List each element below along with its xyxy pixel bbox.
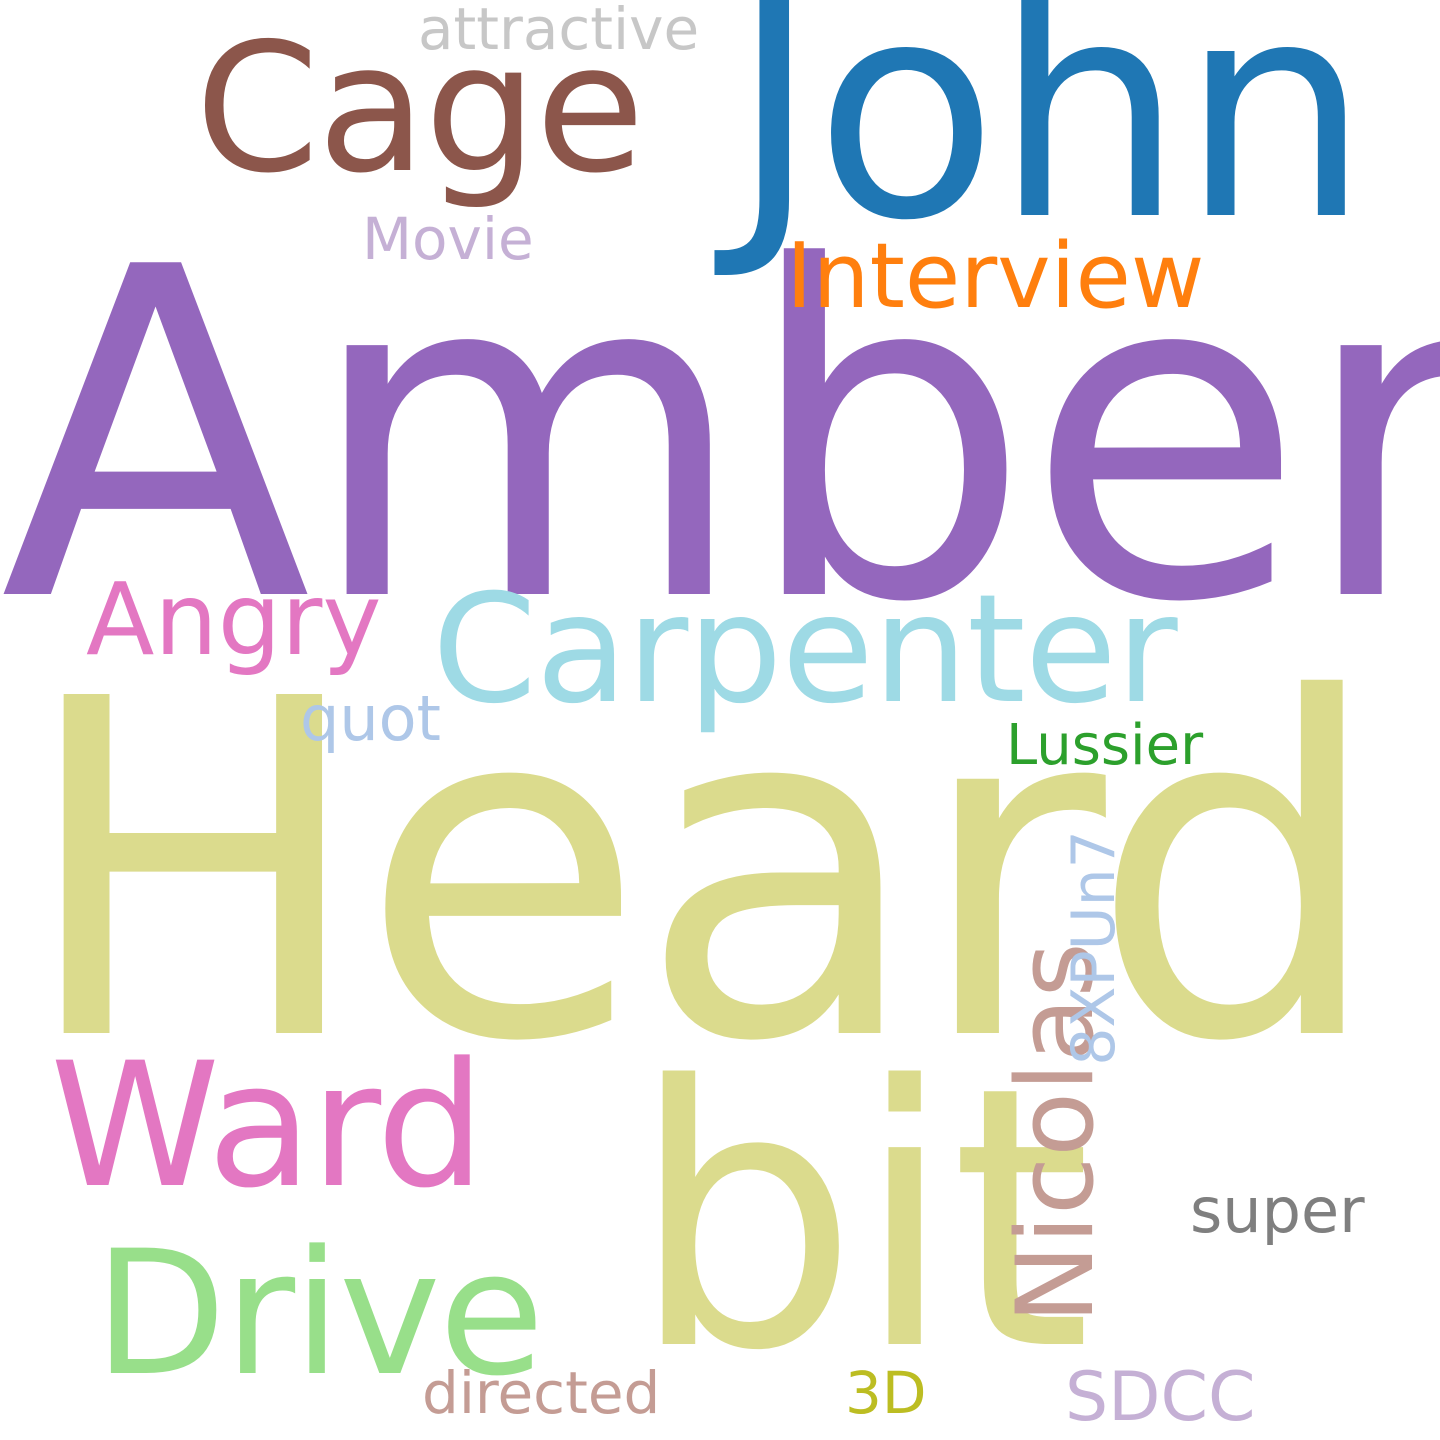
word-8xpun7: 8XPUn7	[1058, 830, 1129, 1066]
word-ward: Ward	[50, 1025, 485, 1226]
word-cage: Cage	[195, 5, 645, 212]
word-heard: Heard	[18, 601, 1385, 1143]
word-angry: Angry	[86, 561, 382, 678]
word-drive: Drive	[94, 1213, 545, 1414]
word-carpenter: Carpenter	[432, 563, 1178, 737]
word-lussier: Lussier	[1006, 713, 1204, 778]
word-super: super	[1190, 1174, 1365, 1247]
word-quot: quot	[300, 682, 441, 755]
word-interview: Interview	[786, 224, 1205, 329]
word-attractive: attractive	[418, 0, 700, 63]
word-3d: 3D	[845, 1359, 927, 1427]
word-movie: Movie	[362, 205, 534, 273]
word-directed: directed	[422, 1359, 661, 1427]
word-sdcc: SDCC	[1065, 1358, 1256, 1437]
word-bit: bit	[630, 1010, 1092, 1429]
word-john: John	[730, 0, 1370, 286]
word-amber: Amber	[0, 173, 1440, 702]
